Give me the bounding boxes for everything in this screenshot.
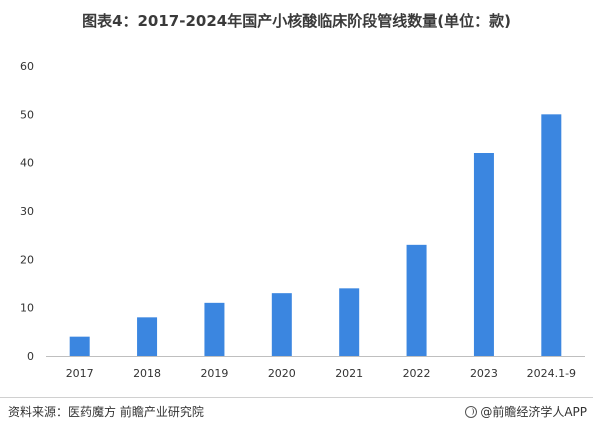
source-note: 资料来源：医药魔方 前瞻产业研究院 <box>8 405 204 419</box>
y-tick-label: 30 <box>20 205 34 218</box>
y-tick-label: 10 <box>20 302 34 315</box>
y-tick-label: 60 <box>20 60 34 73</box>
bar-2021 <box>339 288 360 356</box>
x-tick-label: 2021 <box>335 367 363 380</box>
bar-2018 <box>137 317 158 356</box>
bar-2023 <box>473 153 494 356</box>
x-tick-label: 2023 <box>470 367 498 380</box>
brand-logo-icon <box>465 406 478 418</box>
x-tick-label: 2019 <box>200 367 228 380</box>
y-tick-label: 50 <box>20 108 34 121</box>
x-tick-label: 2024.1-9 <box>527 367 576 380</box>
x-tick-label: 2017 <box>66 367 94 380</box>
y-tick-label: 40 <box>20 157 34 170</box>
x-axis: 2017 2018 2019 2020 2021 2022 2023 2024.1-9 <box>46 356 585 380</box>
brand-credit: @前瞻经济学人APP <box>465 403 587 420</box>
x-tick-label: 2020 <box>268 367 296 380</box>
x-tick-label: 2018 <box>133 367 161 380</box>
bar-2017 <box>69 336 90 356</box>
bar-2019 <box>204 302 225 356</box>
plot-area <box>69 114 562 356</box>
brand-label: @前瞻经济学人APP <box>480 405 587 419</box>
y-tick-label: 20 <box>20 253 34 266</box>
bar-2024.1-9 <box>541 114 562 356</box>
y-tick-label: 0 <box>27 350 34 363</box>
y-axis: 0 10 20 30 40 50 60 <box>20 60 34 363</box>
bar-2022 <box>406 244 427 356</box>
chart-title: 图表4：2017-2024年国产小核酸临床阶段管线数量(单位：款) <box>82 12 511 30</box>
x-tick-label: 2022 <box>403 367 431 380</box>
bar-2020 <box>271 293 292 356</box>
footer-divider <box>0 397 593 398</box>
